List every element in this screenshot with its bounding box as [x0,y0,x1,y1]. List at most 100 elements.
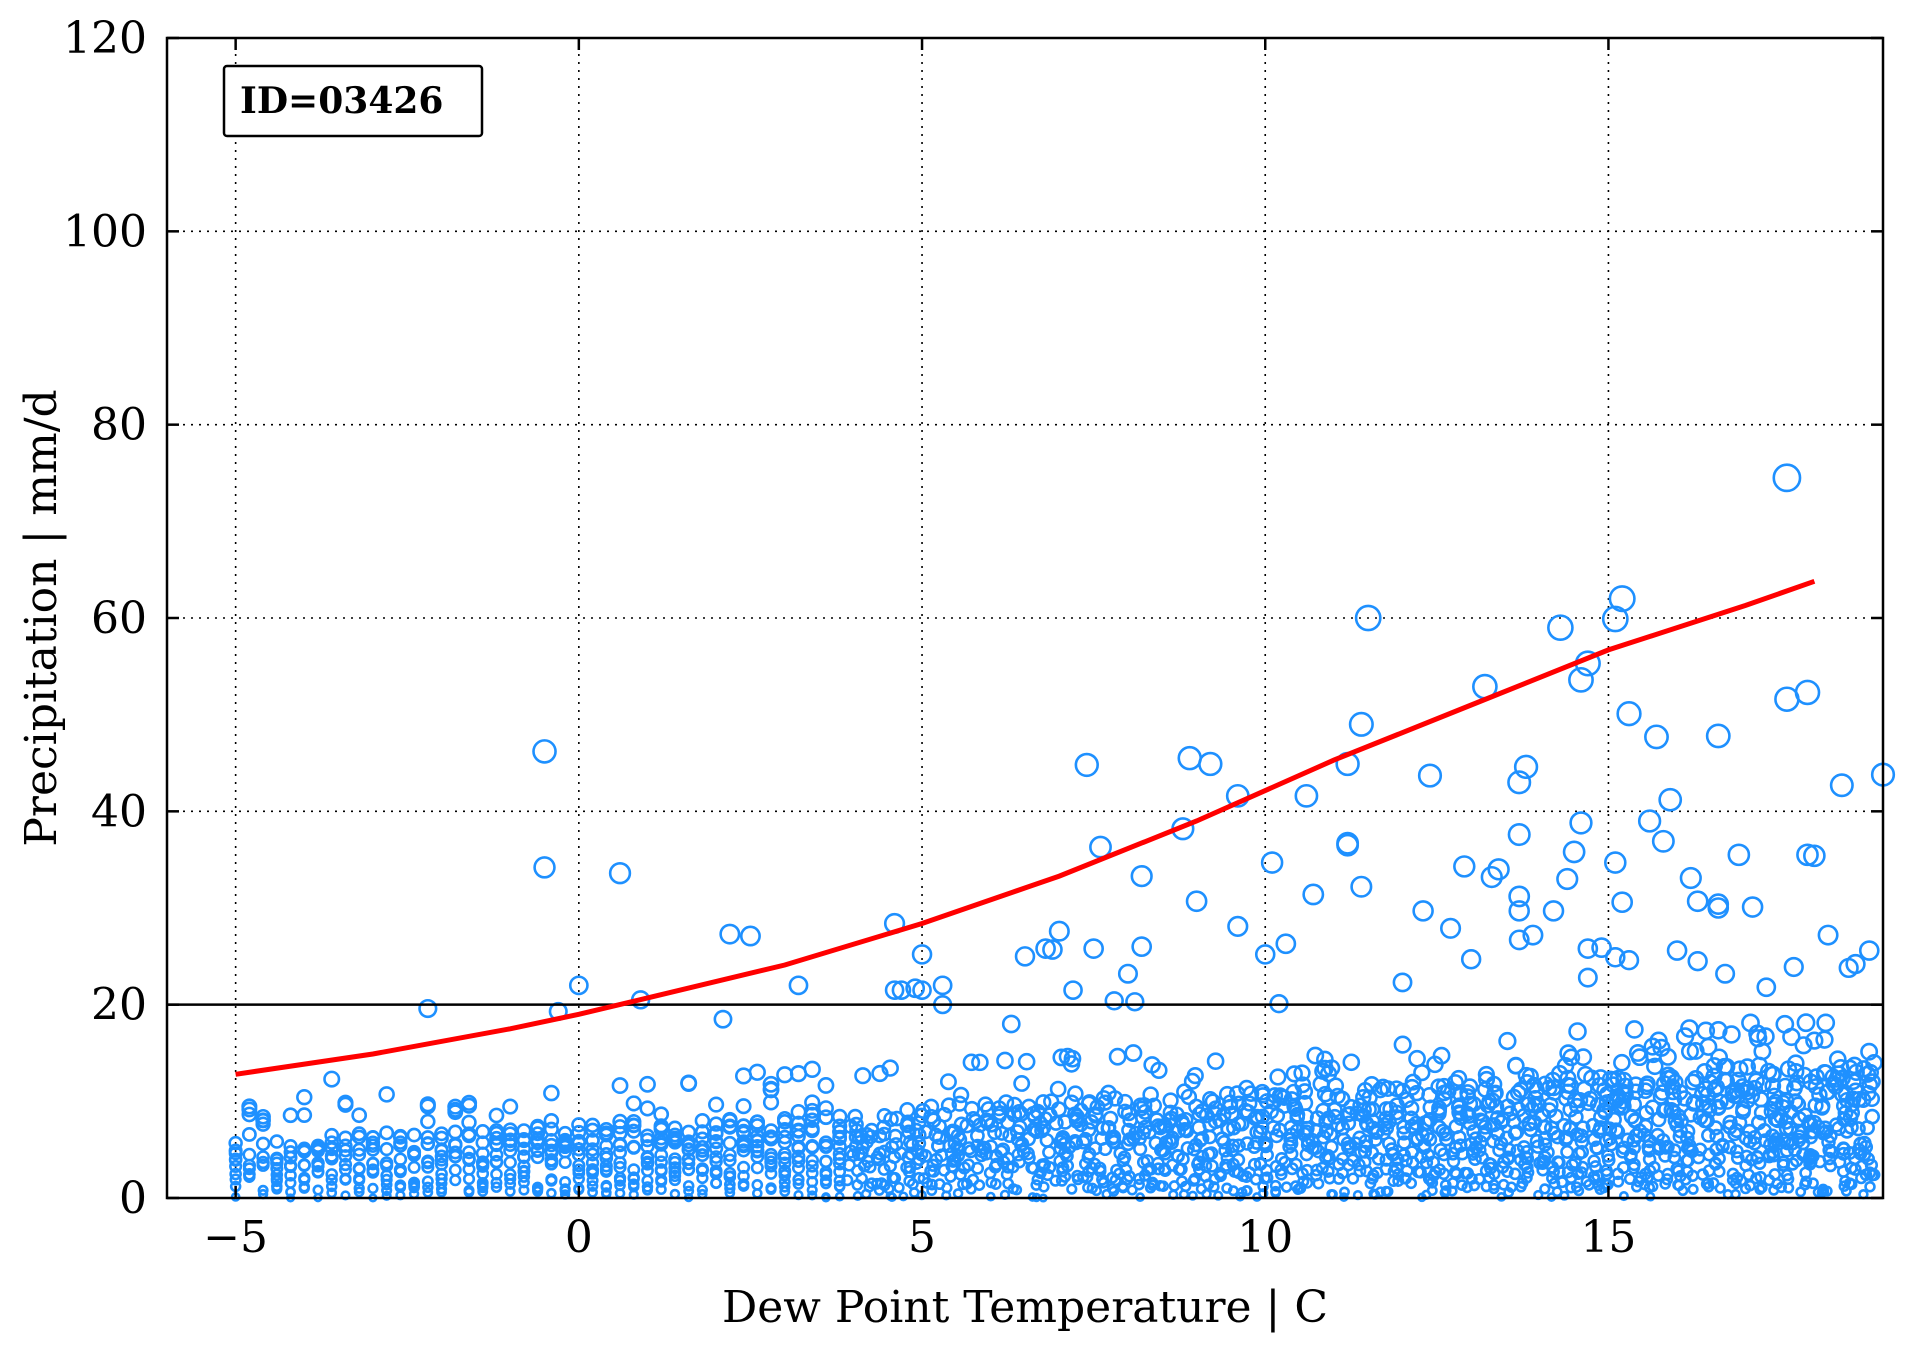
data-point [951,1148,966,1163]
data-point [855,1172,868,1185]
data-point [1435,1077,1453,1095]
data-point [709,1150,723,1164]
data-point [668,1161,682,1175]
data-point [819,1165,833,1179]
data-point [989,1157,1004,1171]
data-point [1485,1133,1501,1149]
data-point [1559,1190,1570,1201]
data-point [1679,1173,1692,1186]
data-point [1867,1168,1881,1182]
data-point [908,1122,924,1138]
data-point [1680,1123,1696,1139]
data-point [1097,1094,1114,1111]
data-point [1066,1183,1078,1195]
data-point [778,1156,792,1170]
data-point [1625,1020,1644,1039]
data-point [365,1129,381,1145]
data-point [1730,1151,1745,1165]
y-tick-label: 20 [91,980,147,1031]
y-tick-label: 80 [91,400,147,451]
data-point [750,1139,765,1154]
data-point [1707,1177,1720,1190]
data-point [1142,1086,1159,1103]
data-point [257,1184,269,1196]
data-point [1294,1181,1307,1194]
data-point [503,1168,517,1181]
data-point [1587,1154,1601,1168]
data-point [1618,1191,1629,1202]
x-tick-label: 5 [908,1212,936,1263]
data-point [1577,967,1598,988]
data-point [907,1178,919,1190]
data-point [1228,1165,1241,1178]
data-point [887,1128,903,1144]
data-point [1568,1022,1587,1041]
x-tick-label: −5 [203,1212,268,1263]
data-point [1658,1140,1674,1155]
data-point [1275,933,1297,955]
data-point [544,1143,559,1158]
data-point [1787,1062,1805,1081]
data-point [1289,1157,1303,1172]
data-point [1508,929,1530,951]
data-point [1864,1108,1881,1125]
data-point [1088,1141,1103,1156]
data-point [764,1147,778,1162]
id-annotation-box [222,64,484,138]
data-point [1306,1046,1325,1065]
data-point [1596,1102,1613,1119]
data-point [229,1159,243,1174]
data-point [352,1147,367,1162]
data-point [285,1186,296,1198]
data-point [1013,1075,1031,1092]
data-point [1508,900,1530,922]
data-point [833,1180,846,1192]
data-point [269,1134,285,1149]
data-point [898,1191,909,1202]
data-point [1537,1137,1553,1152]
data-point [516,1123,532,1139]
data-point [571,1142,586,1157]
data-point [1150,1061,1168,1080]
data-point [1187,1190,1198,1201]
data-point [1650,1127,1666,1143]
data-point [883,1111,899,1128]
data-point [1516,1140,1532,1155]
data-point [654,1137,669,1152]
data-point [1340,1136,1356,1151]
data-point [1117,1182,1129,1194]
data-point [1828,1070,1846,1088]
data-point [1562,840,1586,864]
data-point [1613,1053,1631,1072]
data-point [806,1175,819,1188]
data-point [283,1160,298,1174]
data-point [543,1112,560,1129]
data-point [1020,1098,1037,1115]
data-point [475,1135,490,1150]
data-point [598,1122,614,1138]
data-point [680,1074,698,1092]
data-point [1568,666,1594,693]
data-point [1559,1069,1577,1087]
data-point [1709,1142,1724,1157]
data-point [1269,1068,1287,1086]
data-point [1254,1108,1271,1125]
data-point [419,1098,436,1115]
data-point [1048,920,1070,942]
data-point [1170,1123,1187,1139]
data-point [737,1160,751,1174]
data-point [408,1178,420,1191]
data-point [1208,1181,1220,1193]
data-point [1517,1157,1532,1172]
data-point [612,1136,628,1152]
data-point [338,1163,352,1177]
data-point [586,1180,599,1192]
data-point [1651,829,1675,853]
data-point [832,1151,847,1166]
data-point [804,1121,820,1137]
data-point [1699,1037,1718,1056]
data-point [351,1107,368,1124]
data-point [611,1077,629,1095]
data-point [1365,1145,1380,1160]
data-point [1574,1144,1589,1159]
